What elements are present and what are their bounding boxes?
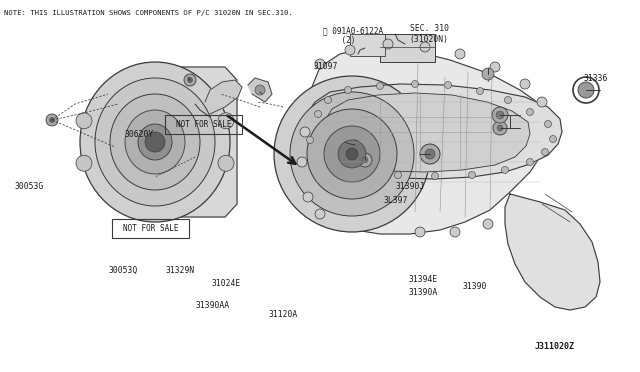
- Circle shape: [493, 121, 507, 135]
- Text: 31329N: 31329N: [165, 266, 195, 275]
- Circle shape: [468, 171, 476, 179]
- Circle shape: [415, 227, 425, 237]
- Ellipse shape: [95, 78, 215, 206]
- Text: Ⓑ 091A0-6122A
    (2): Ⓑ 091A0-6122A (2): [323, 26, 383, 45]
- Circle shape: [431, 173, 438, 180]
- Polygon shape: [295, 47, 550, 234]
- Circle shape: [324, 126, 380, 182]
- Circle shape: [541, 148, 548, 155]
- Circle shape: [450, 227, 460, 237]
- Text: 31120A: 31120A: [269, 310, 298, 319]
- Circle shape: [303, 192, 313, 202]
- Circle shape: [297, 157, 307, 167]
- Circle shape: [376, 83, 383, 90]
- Circle shape: [307, 109, 397, 199]
- Circle shape: [76, 155, 92, 171]
- Text: NOTE: THIS ILLUSTRATION SHOWS COMPONENTS OF P/C 31020N IN SEC.310.: NOTE: THIS ILLUSTRATION SHOWS COMPONENTS…: [4, 10, 292, 16]
- Circle shape: [218, 155, 234, 171]
- Circle shape: [360, 169, 367, 176]
- Text: NOT FOR SALE: NOT FOR SALE: [123, 224, 178, 233]
- Circle shape: [394, 171, 401, 179]
- Ellipse shape: [110, 94, 200, 190]
- Circle shape: [335, 161, 342, 169]
- Circle shape: [346, 148, 358, 160]
- Text: 30053G: 30053G: [14, 182, 44, 190]
- Circle shape: [527, 109, 534, 115]
- Circle shape: [420, 42, 430, 52]
- Circle shape: [344, 87, 351, 93]
- Circle shape: [46, 114, 58, 126]
- Text: 30053Q: 30053Q: [109, 266, 138, 275]
- Circle shape: [315, 209, 325, 219]
- Circle shape: [300, 127, 310, 137]
- Circle shape: [274, 76, 430, 232]
- Circle shape: [477, 87, 483, 94]
- Polygon shape: [320, 93, 530, 172]
- Circle shape: [496, 111, 504, 119]
- Circle shape: [218, 113, 234, 129]
- Text: 3L397: 3L397: [384, 196, 408, 205]
- Circle shape: [307, 137, 314, 144]
- Circle shape: [578, 82, 594, 98]
- Circle shape: [76, 113, 92, 129]
- Circle shape: [412, 80, 419, 87]
- Text: 31336: 31336: [584, 74, 608, 83]
- Circle shape: [520, 79, 530, 89]
- Text: 31390: 31390: [462, 282, 486, 291]
- Circle shape: [315, 59, 325, 69]
- Text: 31097: 31097: [314, 62, 338, 71]
- Circle shape: [504, 96, 511, 103]
- Text: 31390A: 31390A: [408, 288, 438, 296]
- Text: 31390J: 31390J: [396, 182, 425, 191]
- Bar: [112, 219, 189, 238]
- Circle shape: [255, 85, 265, 95]
- Text: 31394E: 31394E: [408, 275, 438, 284]
- Circle shape: [483, 219, 493, 229]
- Circle shape: [314, 110, 321, 118]
- Circle shape: [290, 92, 414, 216]
- Ellipse shape: [125, 110, 185, 174]
- Circle shape: [184, 74, 196, 86]
- Circle shape: [502, 167, 509, 173]
- Circle shape: [338, 140, 366, 168]
- Circle shape: [425, 149, 435, 159]
- Circle shape: [420, 144, 440, 164]
- FancyBboxPatch shape: [350, 34, 385, 56]
- Circle shape: [492, 107, 508, 123]
- Text: NOT FOR SALE: NOT FOR SALE: [176, 120, 231, 129]
- FancyBboxPatch shape: [380, 34, 435, 62]
- Circle shape: [383, 39, 393, 49]
- Circle shape: [188, 77, 193, 83]
- Circle shape: [550, 135, 557, 142]
- Polygon shape: [300, 84, 562, 179]
- Circle shape: [324, 96, 332, 103]
- Text: SEC. 310
(31020N): SEC. 310 (31020N): [410, 24, 449, 44]
- Circle shape: [497, 125, 503, 131]
- Ellipse shape: [80, 62, 230, 222]
- Text: 30620Y: 30620Y: [125, 130, 154, 139]
- Circle shape: [345, 45, 355, 55]
- Circle shape: [490, 62, 500, 72]
- Circle shape: [358, 153, 372, 167]
- Circle shape: [362, 157, 368, 163]
- Circle shape: [350, 140, 360, 150]
- Ellipse shape: [138, 124, 172, 160]
- Text: J311020Z: J311020Z: [534, 342, 575, 351]
- Text: 31390AA: 31390AA: [195, 301, 229, 310]
- Circle shape: [49, 118, 54, 122]
- Circle shape: [482, 68, 494, 80]
- Polygon shape: [505, 194, 600, 310]
- Polygon shape: [145, 67, 237, 217]
- Polygon shape: [248, 78, 272, 102]
- Circle shape: [445, 81, 451, 89]
- Bar: [165, 115, 242, 134]
- Circle shape: [455, 49, 465, 59]
- Circle shape: [545, 121, 552, 128]
- Circle shape: [537, 97, 547, 107]
- Circle shape: [145, 132, 165, 152]
- Circle shape: [527, 158, 534, 166]
- Polygon shape: [205, 80, 242, 114]
- Text: 31024E: 31024E: [211, 279, 241, 288]
